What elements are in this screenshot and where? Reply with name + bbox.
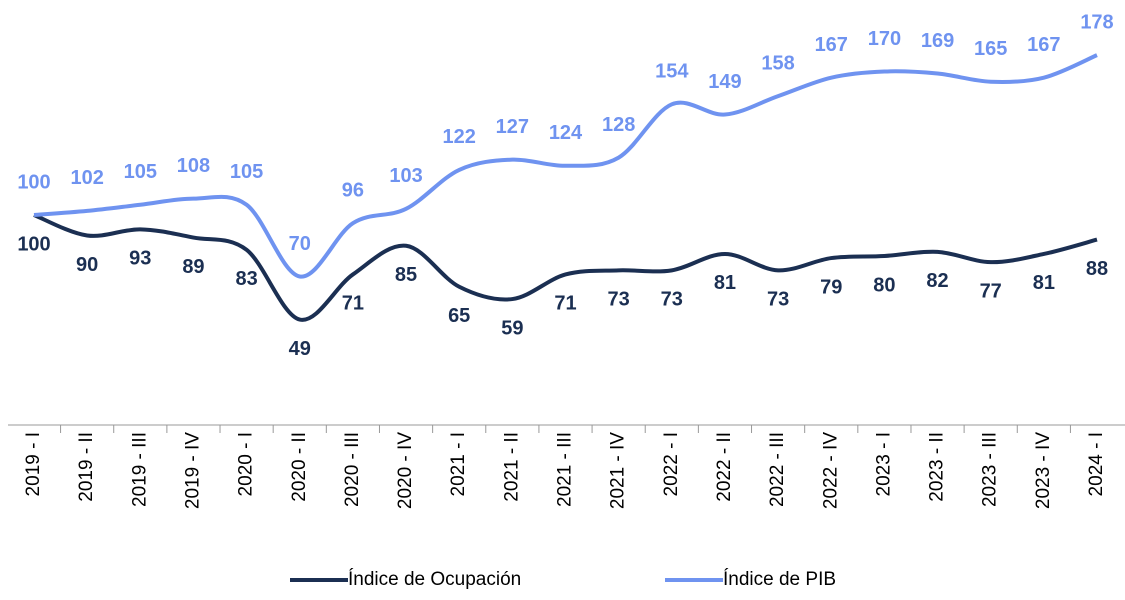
legend-label: Índice de PIB <box>723 569 836 590</box>
x-tick-label: 2022 - II <box>714 432 735 502</box>
x-tick-label: 2021 - IV <box>608 432 629 509</box>
x-tick-label: 2023 - III <box>980 432 1001 507</box>
data-label: 49 <box>289 338 311 360</box>
data-label: 89 <box>182 256 204 278</box>
x-tick-label: 2019 - II <box>76 432 97 502</box>
legend-label: Índice de Ocupación <box>348 569 521 590</box>
data-label: 124 <box>549 122 583 144</box>
data-label: 77 <box>980 280 1002 302</box>
data-label: 167 <box>815 34 848 56</box>
data-label: 71 <box>554 293 576 315</box>
data-label: 73 <box>608 289 630 311</box>
x-tick-label: 2023 - IV <box>1033 432 1054 509</box>
data-label: 70 <box>289 233 311 255</box>
data-label: 165 <box>974 38 1007 60</box>
x-tick-label: 2021 - III <box>555 432 576 507</box>
x-tick-label: 2019 - III <box>129 432 150 507</box>
data-label: 127 <box>496 116 529 138</box>
data-label: 149 <box>708 71 741 93</box>
data-label: 167 <box>1027 34 1060 56</box>
data-label: 108 <box>177 155 210 177</box>
data-label: 82 <box>926 270 948 292</box>
x-tick-label: 2020 - I <box>236 432 257 496</box>
data-label: 96 <box>342 179 364 201</box>
x-tick-label: 2024 - I <box>1086 432 1107 496</box>
x-tick-label: 2020 - III <box>342 432 363 507</box>
series-line <box>33 53 1098 279</box>
data-label: 169 <box>921 30 954 52</box>
x-tick-label: 2020 - II <box>289 432 310 502</box>
data-label: 90 <box>76 254 98 276</box>
data-label: 158 <box>761 52 794 74</box>
data-label: 59 <box>501 317 523 339</box>
x-tick-label: 2020 - IV <box>395 432 416 509</box>
x-tick-label: 2022 - IV <box>820 432 841 509</box>
x-tick-label: 2019 - I <box>23 432 44 496</box>
x-tick-label: 2023 - I <box>873 432 894 496</box>
data-label: 128 <box>602 114 635 136</box>
series-line <box>33 213 1098 322</box>
data-label: 170 <box>868 28 901 50</box>
data-label: 100 <box>17 233 50 255</box>
data-label: 80 <box>873 274 895 296</box>
data-label: 71 <box>342 293 364 315</box>
x-tick-label: 2021 - I <box>448 432 469 496</box>
data-label: 65 <box>448 305 470 327</box>
data-label: 105 <box>230 161 263 183</box>
data-label: 105 <box>124 161 157 183</box>
data-label: 88 <box>1086 258 1108 280</box>
data-label: 81 <box>714 272 736 294</box>
data-label: 81 <box>1033 272 1055 294</box>
x-tick-label: 2021 - II <box>501 432 522 502</box>
x-tick-label: 2022 - I <box>661 432 682 496</box>
data-label: 100 <box>17 171 50 193</box>
x-tick-label: 2023 - II <box>927 432 948 502</box>
data-label: 79 <box>820 276 842 298</box>
data-label: 73 <box>767 289 789 311</box>
data-label: 85 <box>395 264 417 286</box>
x-tick-label: 2019 - IV <box>182 432 203 509</box>
data-label: 73 <box>661 289 683 311</box>
data-label: 83 <box>235 268 257 290</box>
data-label: 103 <box>389 165 422 187</box>
data-label: 102 <box>70 167 103 189</box>
data-label: 93 <box>129 248 151 270</box>
x-tick-label: 2022 - III <box>767 432 788 507</box>
data-label: 178 <box>1080 11 1113 33</box>
data-label: 122 <box>443 126 476 148</box>
data-label: 154 <box>655 61 689 83</box>
